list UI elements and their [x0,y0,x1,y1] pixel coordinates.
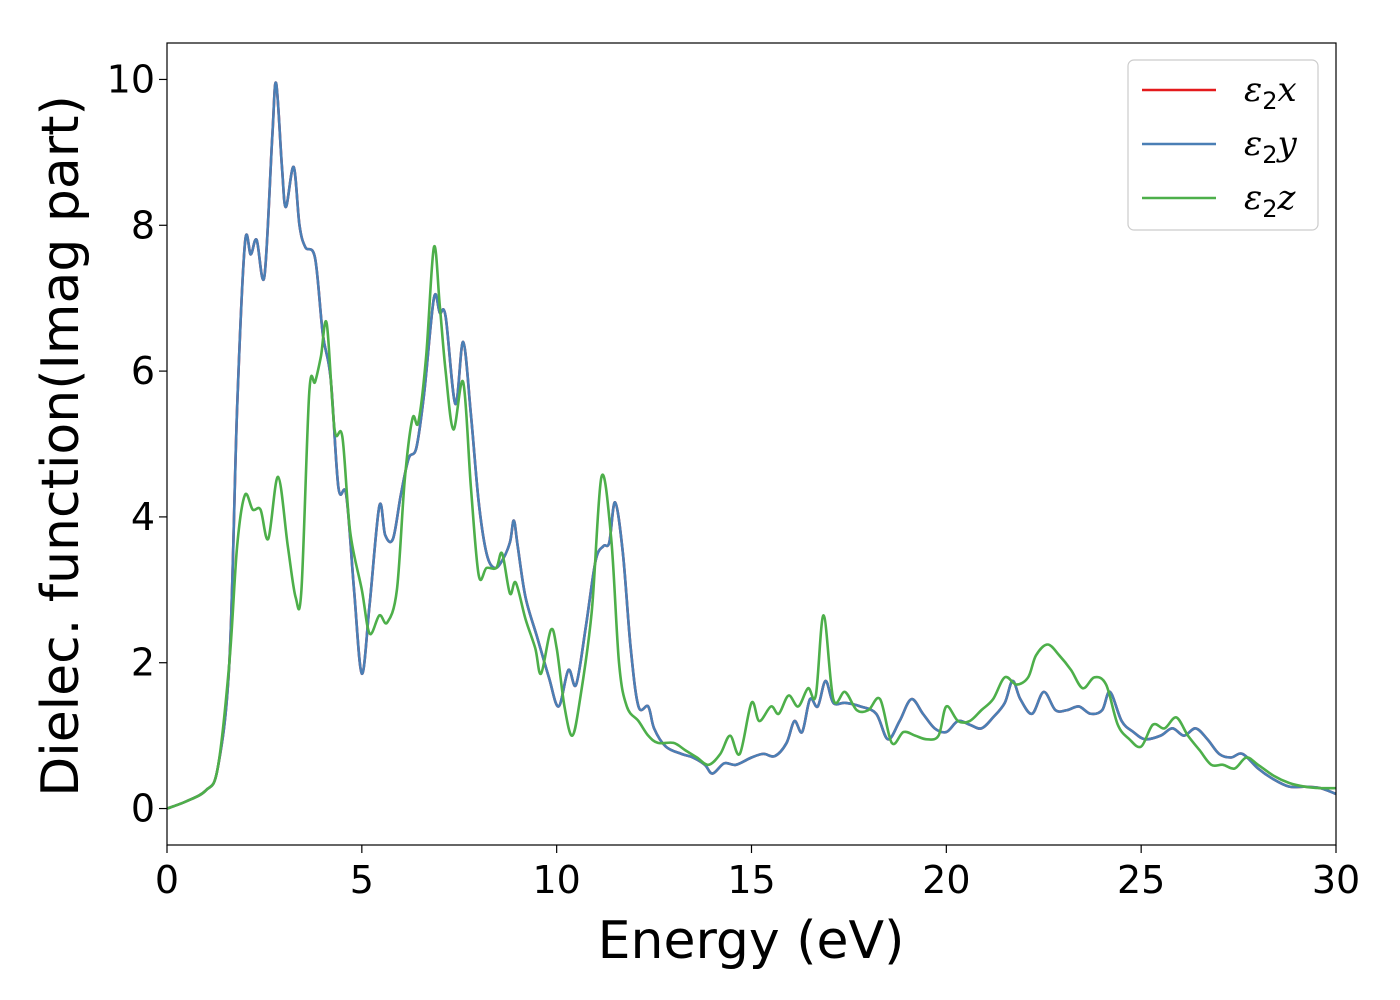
x-tick-label: 15 [727,858,775,902]
y-tick-label: 8 [131,203,155,247]
tick-layer: 0 5 10 15 20 25 30 0 2 4 6 8 10 [107,57,1361,902]
series-layer [166,81,1337,810]
x-tick-label: 25 [1117,858,1165,902]
x-tick-label: 0 [155,858,179,902]
legend-label-y: ε2y [1244,124,1298,169]
y-tick-label: 4 [131,495,155,539]
y-tick-label: 0 [131,787,155,831]
x-axis-label: Energy (eV) [598,911,905,971]
x-tick-label: 10 [532,858,580,902]
series-line-z [166,244,1337,810]
y-tick-label: 6 [131,349,155,393]
x-tick-label: 5 [350,858,374,902]
legend-label-z: ε2z [1244,178,1297,223]
legend: ε2x ε2y ε2z [1127,59,1319,231]
legend-box [1127,59,1319,231]
y-tick-label: 2 [131,641,155,685]
y-tick-label: 10 [107,57,155,101]
legend-label-x: ε2x [1244,70,1297,115]
x-tick-label: 20 [922,858,970,902]
x-tick-label: 30 [1312,858,1360,902]
y-axis-label: Dielec. function(Imag part) [31,95,91,797]
